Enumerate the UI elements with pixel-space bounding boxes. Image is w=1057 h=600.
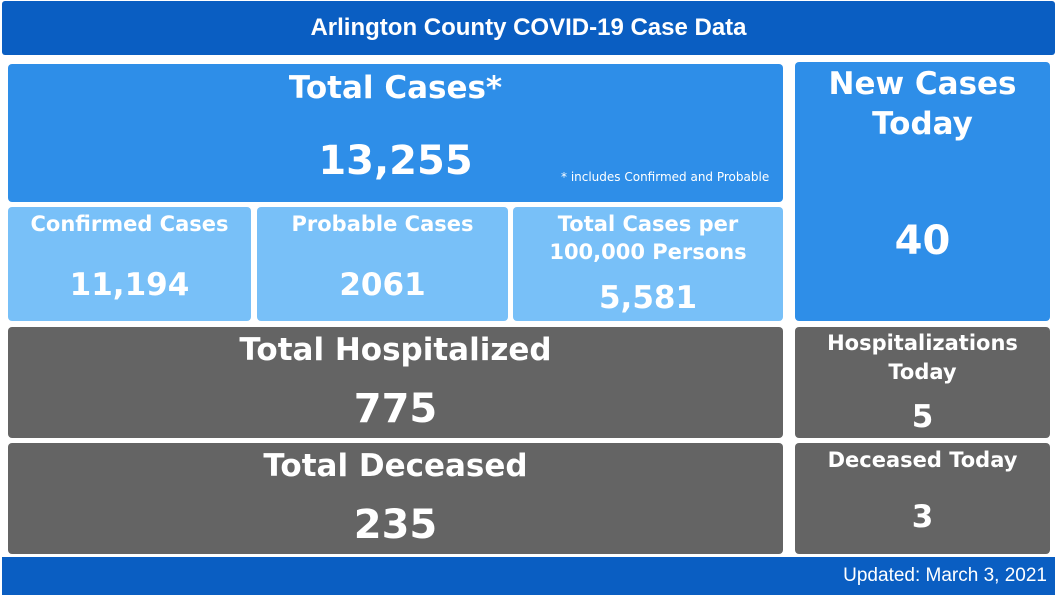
hospitalizations-today-value: 5 [911, 399, 934, 435]
new-cases-today-value: 40 [894, 218, 951, 264]
cases-per-100k-tile: Total Cases per 100,000 Persons 5,581 [513, 207, 783, 321]
total-hospitalized-value: 775 [353, 386, 438, 432]
total-cases-tile: Total Cases* 13,255 * includes Confirmed… [8, 64, 783, 202]
hospitalizations-today-tile: Hospitalizations Today 5 [795, 327, 1050, 438]
confirmed-cases-label: Confirmed Cases [30, 212, 229, 236]
probable-cases-value: 2061 [339, 267, 426, 303]
cases-per-100k-value: 5,581 [598, 280, 698, 316]
total-cases-label: Total Cases* [288, 70, 503, 106]
total-deceased-tile: Total Deceased 235 [8, 443, 783, 554]
confirmed-cases-tile: Confirmed Cases 11,194 [8, 207, 251, 321]
confirmed-cases-value: 11,194 [69, 267, 190, 303]
dashboard-footer: Updated: March 3, 2021 [2, 557, 1055, 595]
probable-cases-label: Probable Cases [291, 212, 474, 236]
total-cases-value: 13,255 [318, 138, 473, 184]
new-cases-today-label-line2: Today [872, 106, 973, 142]
updated-date: Updated: March 3, 2021 [843, 565, 1047, 586]
deceased-today-value: 3 [911, 499, 934, 535]
dashboard-header: Arlington County COVID-19 Case Data [2, 1, 1055, 55]
deceased-today-tile: Deceased Today 3 [795, 443, 1050, 554]
total-hospitalized-label: Total Hospitalized [239, 332, 552, 368]
hospitalizations-today-label-line2: Today [888, 360, 957, 384]
total-cases-footnote: * includes Confirmed and Probable [561, 170, 770, 184]
total-deceased-label: Total Deceased [263, 448, 528, 484]
new-cases-today-label-line1: New Cases [828, 66, 1017, 102]
probable-cases-tile: Probable Cases 2061 [257, 207, 508, 321]
dashboard-title: Arlington County COVID-19 Case Data [310, 14, 747, 41]
total-deceased-value: 235 [353, 502, 438, 548]
deceased-today-label: Deceased Today [827, 448, 1018, 472]
new-cases-today-tile: New Cases Today 40 [795, 62, 1050, 321]
cases-per-100k-label-line2: 100,000 Persons [549, 240, 747, 264]
cases-per-100k-label-line1: Total Cases per [557, 212, 739, 236]
total-hospitalized-tile: Total Hospitalized 775 [8, 327, 783, 438]
hospitalizations-today-label-line1: Hospitalizations [827, 331, 1018, 355]
